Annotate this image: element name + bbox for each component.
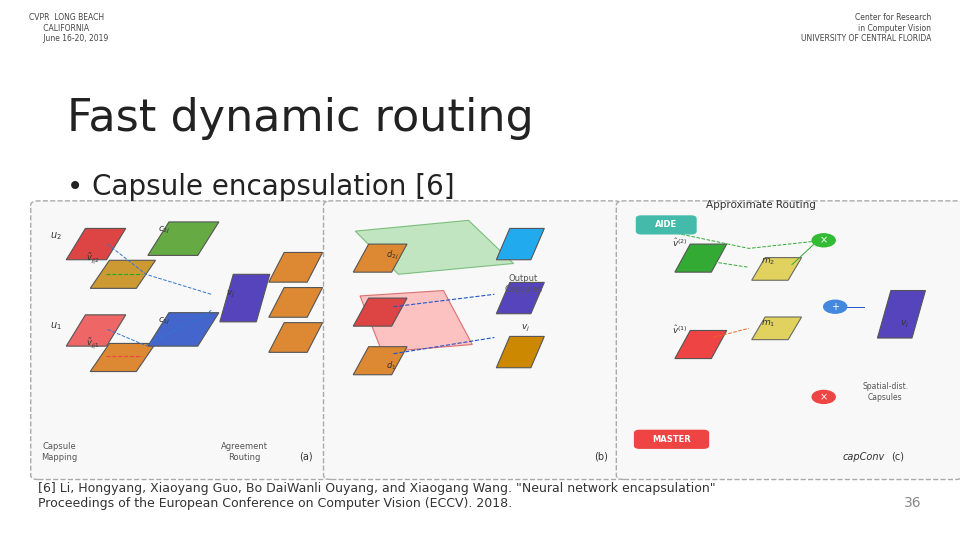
Polygon shape (355, 220, 514, 274)
FancyBboxPatch shape (616, 201, 960, 480)
Text: $\hat{v}^{(2)}$: $\hat{v}^{(2)}$ (672, 237, 688, 249)
Text: $v_j$: $v_j$ (521, 323, 530, 334)
Polygon shape (752, 258, 802, 280)
Polygon shape (148, 313, 219, 346)
Text: $u_2$: $u_2$ (50, 231, 61, 242)
Text: $v_j$: $v_j$ (226, 289, 234, 300)
Text: Output
Capsules: Output Capsules (504, 274, 542, 294)
Text: Center for Research
in Computer Vision
UNIVERSITY OF CENTRAL FLORIDA: Center for Research in Computer Vision U… (801, 14, 931, 43)
Polygon shape (269, 322, 323, 353)
Circle shape (824, 300, 847, 313)
Polygon shape (675, 244, 727, 272)
Text: AIDE: AIDE (655, 220, 678, 229)
Polygon shape (353, 244, 407, 272)
FancyBboxPatch shape (324, 201, 622, 480)
Polygon shape (353, 347, 407, 375)
Polygon shape (269, 252, 323, 282)
Text: Spatial-dist.
Capsules: Spatial-dist. Capsules (862, 382, 908, 402)
Text: $u_1$: $u_1$ (50, 320, 61, 332)
Text: $d_{2j}$: $d_{2j}$ (386, 249, 398, 262)
Text: (b): (b) (594, 451, 608, 462)
Circle shape (812, 234, 835, 247)
Polygon shape (675, 330, 727, 359)
Polygon shape (877, 291, 925, 338)
Polygon shape (66, 315, 126, 346)
Text: $\times$: $\times$ (819, 235, 828, 246)
Text: 36: 36 (904, 496, 922, 510)
Text: $d_{1}$: $d_{1}$ (386, 359, 396, 372)
Text: Capsule
Mapping: Capsule Mapping (41, 442, 78, 462)
Polygon shape (496, 336, 544, 368)
Polygon shape (360, 291, 472, 352)
Text: $\hat{v}^{(1)}$: $\hat{v}^{(1)}$ (672, 323, 688, 336)
Text: • Capsule encapsulation [6]: • Capsule encapsulation [6] (67, 173, 455, 201)
Polygon shape (90, 260, 156, 288)
Polygon shape (353, 298, 407, 326)
FancyBboxPatch shape (636, 216, 696, 234)
Text: $\tilde{v}_{j|1}$: $\tilde{v}_{j|1}$ (86, 336, 100, 350)
Text: (c): (c) (891, 451, 904, 462)
Text: CVPR  LONG BEACH
      CALIFORNIA
      June 16-20, 2019: CVPR LONG BEACH CALIFORNIA June 16-20, 2… (29, 14, 108, 43)
Polygon shape (752, 317, 802, 340)
Polygon shape (66, 228, 126, 260)
FancyBboxPatch shape (31, 201, 329, 480)
Text: $\tilde{v}_{j|2}$: $\tilde{v}_{j|2}$ (86, 252, 100, 266)
Text: $\times$: $\times$ (819, 392, 828, 402)
Text: $m_2$: $m_2$ (761, 256, 776, 267)
Text: Fast dynamic routing: Fast dynamic routing (67, 97, 534, 140)
Polygon shape (496, 228, 544, 260)
Text: $v_j$: $v_j$ (900, 319, 909, 329)
Polygon shape (220, 274, 270, 322)
FancyBboxPatch shape (635, 430, 708, 448)
Text: capConv: capConv (843, 451, 885, 462)
Circle shape (812, 390, 835, 403)
Polygon shape (269, 287, 323, 317)
Polygon shape (90, 343, 156, 372)
Polygon shape (496, 282, 544, 314)
Text: Approximate Routing: Approximate Routing (707, 199, 816, 210)
Polygon shape (148, 222, 219, 255)
Text: MASTER: MASTER (653, 435, 691, 443)
Text: $c_{2j}$: $c_{2j}$ (158, 225, 171, 235)
Text: $+$: $+$ (830, 301, 840, 312)
Text: Agreement
Routing: Agreement Routing (222, 442, 268, 462)
Text: $c_{1j}$: $c_{1j}$ (158, 316, 171, 327)
Text: $m_1$: $m_1$ (761, 318, 776, 328)
Text: [6] Li, Hongyang, Xiaoyang Guo, Bo DaiWanli Ouyang, and Xiaogang Wang. "Neural n: [6] Li, Hongyang, Xiaoyang Guo, Bo DaiWa… (38, 482, 716, 510)
Text: (a): (a) (300, 451, 313, 462)
